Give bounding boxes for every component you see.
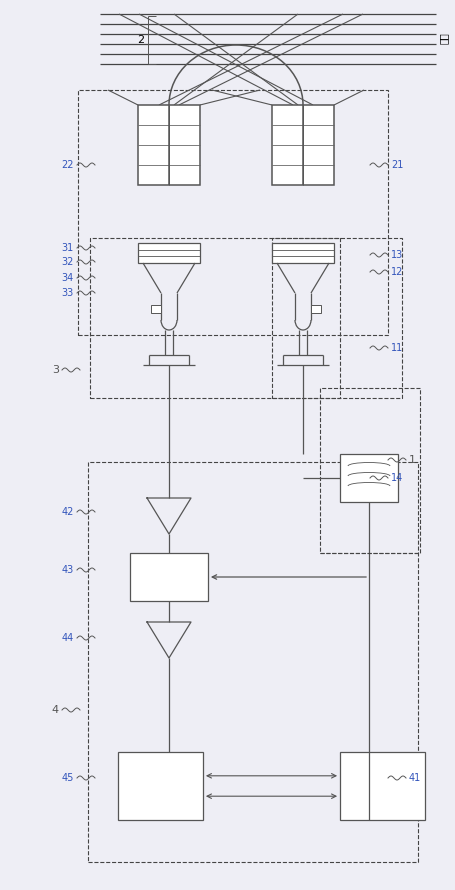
Text: 44: 44	[61, 633, 74, 643]
Text: 4: 4	[52, 705, 59, 715]
Bar	[319, 388, 419, 553]
Text: 2: 2	[136, 35, 144, 45]
Text: 41: 41	[408, 773, 420, 783]
Bar	[271, 105, 333, 185]
Bar	[271, 238, 401, 398]
Bar	[78, 90, 387, 335]
Text: 液体: 液体	[438, 32, 448, 44]
Bar	[118, 752, 202, 820]
Bar	[88, 462, 417, 862]
Text: 42: 42	[61, 507, 74, 517]
Text: 14: 14	[390, 473, 402, 483]
Text: 31: 31	[61, 243, 74, 253]
Text: 21: 21	[390, 160, 403, 170]
Text: 22: 22	[61, 160, 74, 170]
Text: 34: 34	[61, 273, 74, 283]
Bar	[310, 305, 320, 313]
Bar	[151, 305, 161, 313]
Bar	[90, 238, 339, 398]
Text: 3: 3	[52, 365, 59, 375]
Bar	[339, 752, 424, 820]
Bar	[130, 553, 207, 601]
Text: 11: 11	[390, 343, 402, 353]
Bar	[271, 243, 333, 263]
Text: 1: 1	[408, 455, 415, 465]
Text: 32: 32	[61, 257, 74, 267]
Text: 45: 45	[61, 773, 74, 783]
Bar	[138, 105, 200, 185]
Bar	[138, 243, 200, 263]
Text: 33: 33	[61, 288, 74, 298]
Text: 43: 43	[61, 565, 74, 575]
Bar	[339, 454, 397, 502]
Text: 13: 13	[390, 250, 402, 260]
Text: 12: 12	[390, 267, 403, 277]
